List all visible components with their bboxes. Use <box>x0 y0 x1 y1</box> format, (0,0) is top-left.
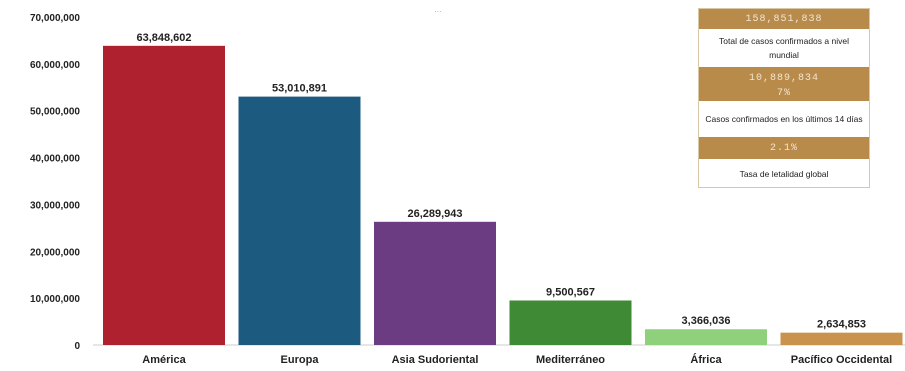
category-label: América <box>142 354 186 366</box>
category-label: Asia Sudoriental <box>392 354 479 366</box>
bar <box>374 221 496 345</box>
info-panel: 158,851,838 Total de casos confirmados a… <box>698 8 870 188</box>
data-label: 63,848,602 <box>136 32 191 44</box>
data-label: 9,500,567 <box>546 286 595 298</box>
y-tick-label: 60,000,000 <box>30 60 80 71</box>
data-label: 2,634,853 <box>817 319 866 331</box>
total-cases-label: Total de casos confirmados a nivel mundi… <box>719 36 849 60</box>
fatality-rate-value: 2.1% <box>699 137 869 159</box>
category-label: Pacífico Occidental <box>791 354 892 366</box>
category-label: Europa <box>281 354 320 366</box>
y-tick-label: 30,000,000 <box>30 200 80 211</box>
y-tick-label: 10,000,000 <box>30 294 80 305</box>
total-cases-value: 158,851,838 <box>699 9 869 29</box>
recent-cases-percent: 7% <box>699 85 869 101</box>
y-tick-label: 50,000,000 <box>30 107 80 118</box>
bar <box>780 332 903 345</box>
faint-bottom-text: ... <box>564 366 572 371</box>
recent-cases-value: 10,889,834 <box>699 67 869 85</box>
bar <box>645 329 767 345</box>
data-label: 53,010,891 <box>272 83 327 95</box>
recent-cases-label: Casos confirmados en los últimos 14 días <box>705 114 863 124</box>
bar <box>509 300 632 345</box>
y-tick-label: 20,000,000 <box>30 247 80 258</box>
y-tick-label: 40,000,000 <box>30 154 80 165</box>
fatality-rate-label: Tasa de letalidad global <box>739 169 829 179</box>
y-axis-ticks: 0 10,000,000 20,000,000 30,000,000 40,000,00… <box>30 13 81 352</box>
bars-group: 63,848,602 América 53,010,891 Europa 26,289,… <box>103 32 903 366</box>
data-label: 26,289,943 <box>407 208 462 220</box>
bar <box>103 45 225 345</box>
bar <box>238 96 361 345</box>
y-tick-label: 0 <box>74 341 80 352</box>
faint-top-text: ... <box>434 4 442 14</box>
data-label: 3,366,036 <box>682 315 731 327</box>
y-tick-label: 70,000,000 <box>30 13 80 24</box>
category-label: África <box>690 353 722 366</box>
category-label: Mediterráneo <box>536 354 605 366</box>
